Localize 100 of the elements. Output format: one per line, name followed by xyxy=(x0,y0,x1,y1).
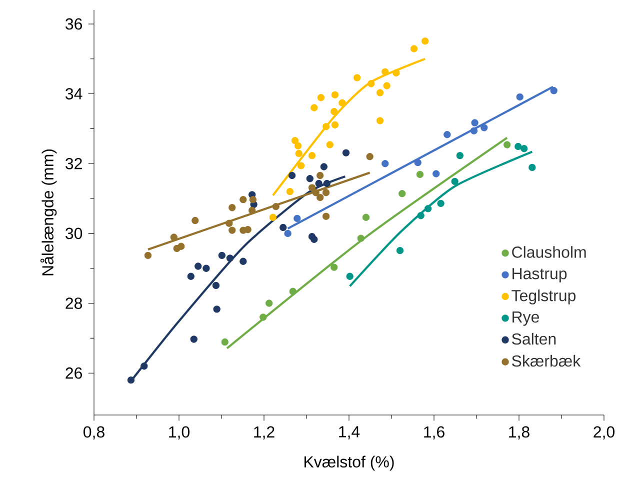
point xyxy=(140,362,148,370)
point xyxy=(323,180,331,188)
point xyxy=(396,246,404,254)
point xyxy=(221,338,229,346)
point xyxy=(288,172,296,180)
point xyxy=(456,152,464,160)
x-tick-label: 1,2 xyxy=(254,426,274,440)
point xyxy=(330,108,338,116)
legend-label: Clausholm xyxy=(512,246,586,258)
point xyxy=(248,206,256,214)
y-tick-label: 28 xyxy=(66,298,82,309)
point xyxy=(316,194,324,202)
y-tick-label: 36 xyxy=(66,18,82,30)
point xyxy=(514,142,522,150)
legend-label: Salten xyxy=(512,332,556,345)
y-tick-label: 30 xyxy=(66,228,82,240)
point xyxy=(170,234,178,241)
legend-label: Rye xyxy=(512,312,540,326)
point xyxy=(322,212,330,220)
point xyxy=(520,144,528,152)
point xyxy=(416,170,424,178)
point xyxy=(294,214,301,222)
legend-label: Teglstrup xyxy=(512,290,576,304)
point xyxy=(312,188,320,196)
point xyxy=(410,45,418,52)
point xyxy=(376,117,384,124)
point xyxy=(178,242,185,250)
point xyxy=(346,272,354,280)
point xyxy=(382,160,389,168)
point xyxy=(451,178,458,186)
x-tick-label: 0,8 xyxy=(84,426,104,440)
point xyxy=(240,258,247,265)
point xyxy=(414,158,422,166)
point xyxy=(194,262,202,270)
point xyxy=(244,226,252,234)
point xyxy=(260,314,267,321)
point xyxy=(366,153,374,160)
point xyxy=(417,212,424,220)
point xyxy=(470,127,478,134)
point xyxy=(280,224,287,232)
point xyxy=(315,180,322,188)
point xyxy=(269,214,277,221)
point xyxy=(471,119,478,126)
point xyxy=(357,234,364,242)
point xyxy=(192,216,199,224)
point xyxy=(392,69,400,76)
point xyxy=(338,99,346,106)
point xyxy=(291,136,299,144)
x-tick-label: 1,6 xyxy=(424,426,444,440)
point xyxy=(503,141,511,148)
point xyxy=(190,336,198,343)
point xyxy=(310,236,318,243)
x-tick-label: 1,4 xyxy=(339,426,360,440)
point xyxy=(213,306,220,313)
point xyxy=(480,124,488,132)
point xyxy=(310,104,318,112)
point xyxy=(331,91,339,98)
point xyxy=(226,254,234,262)
y-axis-title: Nålelængde (mm) xyxy=(40,150,57,276)
point xyxy=(294,142,302,150)
point xyxy=(308,152,316,160)
point xyxy=(127,376,135,384)
point xyxy=(289,288,297,295)
point xyxy=(306,175,314,182)
point xyxy=(316,172,324,180)
point xyxy=(187,272,195,280)
point xyxy=(226,220,233,227)
point xyxy=(317,94,325,102)
point xyxy=(376,89,384,96)
point xyxy=(228,226,236,234)
point xyxy=(424,205,432,212)
y-tick-label: 32 xyxy=(66,158,82,170)
point xyxy=(286,188,294,196)
point xyxy=(249,196,257,204)
point xyxy=(320,163,328,170)
point xyxy=(437,200,444,208)
point xyxy=(326,141,334,148)
line-series xyxy=(272,58,426,196)
point xyxy=(528,164,536,172)
point xyxy=(362,214,370,221)
point xyxy=(295,150,302,158)
point xyxy=(382,68,389,76)
x-axis-title: Kvælstof (%) xyxy=(304,456,394,471)
point xyxy=(383,82,390,90)
legend-label: Skærbæk xyxy=(512,354,581,367)
point xyxy=(322,188,330,196)
point xyxy=(421,37,429,45)
point xyxy=(432,170,440,178)
point xyxy=(322,123,330,130)
point xyxy=(212,282,220,290)
point xyxy=(516,93,524,101)
point xyxy=(353,74,361,82)
point xyxy=(444,131,451,138)
point xyxy=(330,264,338,271)
point xyxy=(308,184,316,192)
point xyxy=(144,252,152,260)
point xyxy=(284,230,292,238)
point xyxy=(202,264,210,272)
point xyxy=(550,87,558,94)
point xyxy=(218,252,226,260)
